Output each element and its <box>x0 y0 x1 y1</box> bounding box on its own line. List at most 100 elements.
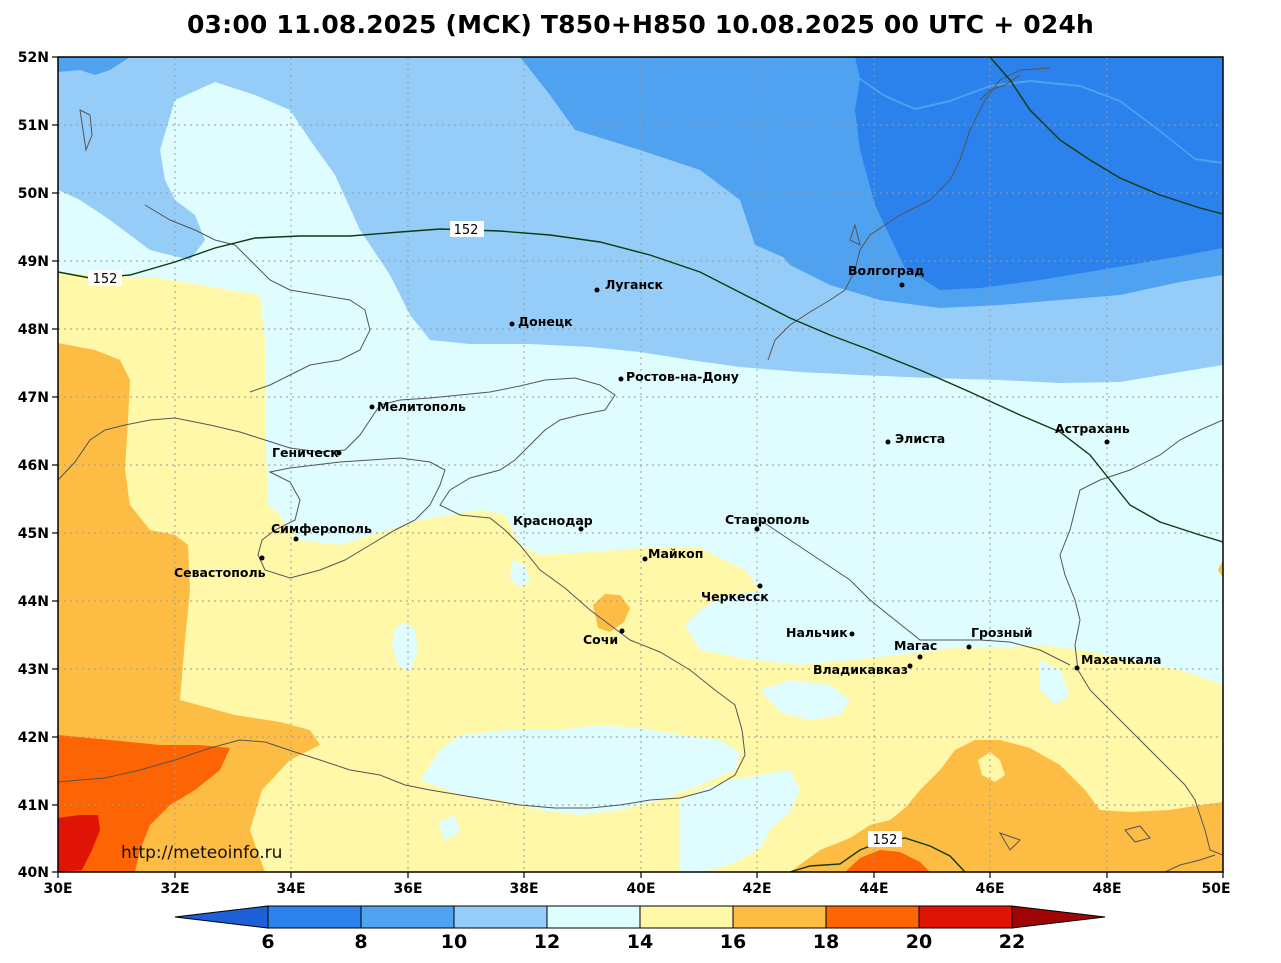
lat-label: 50N <box>18 186 49 202</box>
lat-label: 45N <box>18 526 49 542</box>
map-title: 03:00 11.08.2025 (MCK) T850+H850 10.08.2… <box>186 10 1095 39</box>
contour-label-bgs <box>88 221 902 847</box>
city-label-vladikavkaz: Владикавказ <box>813 662 908 677</box>
colorbar-high-extend <box>1011 905 1106 929</box>
lon-label: 34E <box>276 881 305 897</box>
band-16-18-spot <box>1160 830 1210 858</box>
band-12-14-spot6 <box>760 680 850 720</box>
colorbar-segment <box>825 905 920 929</box>
colorbar-segment <box>360 905 455 929</box>
city-label-melitopol: Мелитополь <box>377 399 466 414</box>
band-6-8-mid <box>855 80 1223 290</box>
city-labels: Волгоград Луганск Донецк Ростов-на-Дону … <box>174 263 1161 677</box>
colorbar-segment <box>732 905 827 929</box>
city-markers <box>259 282 1110 671</box>
lat-label: 44N <box>18 594 49 610</box>
band-16-18-spot2 <box>1218 560 1223 578</box>
city-label-makhachkala: Махачкала <box>1081 652 1161 667</box>
band-16-18-west <box>58 343 320 872</box>
band-12-14-spot2 <box>510 560 530 588</box>
contour-label: 152 <box>873 833 898 848</box>
band-8-10-west <box>58 57 130 75</box>
lat-label: 43N <box>18 662 49 678</box>
colorbar-segment <box>918 905 1013 929</box>
colorbar-segment <box>639 905 734 929</box>
band-12-14-spot1 <box>392 622 418 672</box>
city-label-sevastopol: Севастополь <box>174 565 266 580</box>
band-14-16-hole <box>978 752 1005 782</box>
city-label-krasnodar: Краснодар <box>513 513 593 528</box>
city-label-magas: Магас <box>894 638 937 653</box>
colorbar-tick-label: 6 <box>261 931 274 953</box>
tick-marks <box>52 56 1224 878</box>
coastlines <box>58 67 1223 872</box>
band-14-16 <box>58 272 1223 872</box>
city-label-nalchik: Нальчик <box>786 625 848 640</box>
city-label-cherkessk: Черкесск <box>701 589 769 604</box>
colorbar-segment <box>546 905 641 929</box>
city-label-volgograd: Волгоград <box>848 263 924 278</box>
colorbar-tick-label: 20 <box>906 931 932 953</box>
city-label-rostov: Ростов-на-Дону <box>626 369 739 384</box>
lon-label: 38E <box>509 881 538 897</box>
city-label-astrakhan: Астрахань <box>1055 421 1130 436</box>
lon-label: 40E <box>626 881 655 897</box>
lat-label: 49N <box>18 254 49 270</box>
band-12-14-spot3 <box>1040 660 1070 705</box>
band-12-14-south <box>680 770 800 872</box>
colorbar-tick-label: 22 <box>999 931 1025 953</box>
city-label-genichesk: Геническ <box>272 445 339 460</box>
lon-label: 36E <box>393 881 422 897</box>
band-18-20 <box>58 735 230 872</box>
lat-label: 47N <box>18 390 49 406</box>
lat-label: 41N <box>18 798 49 814</box>
colorbar-segment <box>453 905 548 929</box>
band-6-8-spot <box>931 139 949 165</box>
contour-label: 152 <box>93 272 118 287</box>
colorbar-tick-label: 18 <box>813 931 839 953</box>
colorbar-tick-label: 12 <box>534 931 560 953</box>
lat-labels: 52N 51N 50N 49N 48N 47N 46N 45N 44N 43N … <box>18 50 49 881</box>
city-label-simferopol: Симферополь <box>271 521 372 536</box>
lat-label: 51N <box>18 118 49 134</box>
band-20-22 <box>58 815 100 872</box>
colorbar-segment <box>267 905 362 929</box>
watermark-url: http://meteoinfo.ru <box>121 843 282 863</box>
lon-label: 44E <box>859 881 888 897</box>
city-label-sochi: Сочи <box>583 632 618 647</box>
lon-label: 48E <box>1092 881 1121 897</box>
lat-lon-grid <box>58 57 1223 872</box>
city-label-stavropol: Ставрополь <box>725 512 810 527</box>
lon-label: 32E <box>160 881 189 897</box>
temperature-field: 152 152 152 <box>58 57 1223 872</box>
band-18-20-south <box>845 850 930 872</box>
city-label-elista: Элиста <box>895 431 945 446</box>
colorbar: 6 8 10 12 14 16 18 20 22 <box>174 905 1106 953</box>
colorbar-tick-label: 8 <box>354 931 367 953</box>
band-16-18-sochi <box>593 594 630 632</box>
band-12-14-spot5 <box>438 815 460 840</box>
lon-label: 46E <box>975 881 1004 897</box>
lat-label: 46N <box>18 458 49 474</box>
city-label-donetsk: Донецк <box>518 314 573 329</box>
lon-label: 42E <box>742 881 771 897</box>
city-label-grozny: Грозный <box>971 625 1032 640</box>
colorbar-tick-label: 14 <box>627 931 653 953</box>
lon-label: 30E <box>43 881 72 897</box>
city-label-lugansk: Луганск <box>605 277 664 292</box>
colorbar-tick-label: 10 <box>441 931 467 953</box>
colorbar-tick-label: 16 <box>720 931 746 953</box>
colorbar-low-extend <box>174 905 269 929</box>
lat-label: 42N <box>18 730 49 746</box>
lat-label: 40N <box>18 865 49 881</box>
band-12-14-spot4 <box>700 790 740 815</box>
band-12-14-black-sea <box>420 725 740 815</box>
city-label-maykop: Майкоп <box>648 546 703 561</box>
lon-labels: 30E 32E 34E 36E 38E 40E 42E 44E 46E 48E … <box>43 881 1230 897</box>
lat-label: 52N <box>18 50 49 66</box>
contour-label: 152 <box>454 223 479 238</box>
band-6-8 <box>855 57 1223 162</box>
lat-label: 48N <box>18 322 49 338</box>
lon-label: 50E <box>1201 881 1230 897</box>
